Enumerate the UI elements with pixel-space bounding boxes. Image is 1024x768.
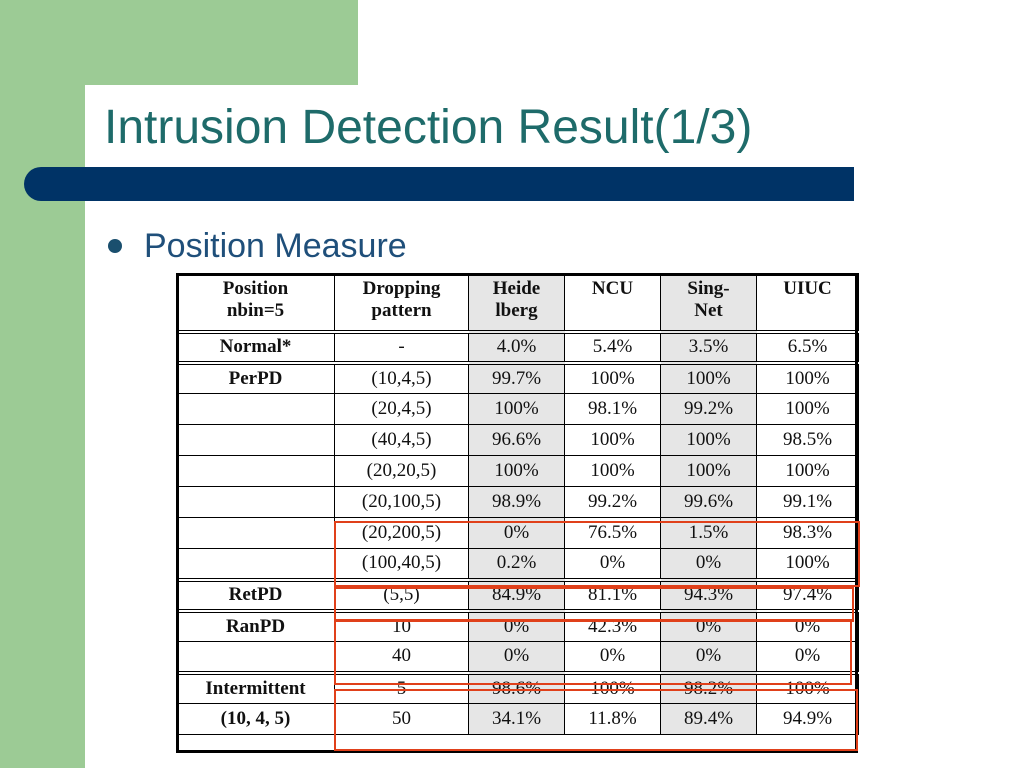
table-header-row: Position nbin=5 Dropping pattern Heide lber…: [176, 273, 859, 332]
results-table-container: Position nbin=5 Dropping pattern Heide lber…: [176, 273, 860, 753]
table-row: (20,100,5) 98.9% 99.2% 99.6% 99.1%: [176, 486, 859, 518]
table-row: (20,200,5) 0% 76.5% 1.5% 98.3%: [176, 517, 859, 549]
header-dropping-pattern: Dropping pattern: [334, 273, 469, 332]
table-row: Intermittent 5 98.6% 100% 98.2% 100%: [176, 670, 859, 704]
table-row: RetPD (5,5) 84.9% 81.1% 94.3% 97.4%: [176, 577, 859, 611]
green-background-left: [0, 0, 85, 768]
table-row: PerPD (10,4,5) 99.7% 100% 100% 100%: [176, 360, 859, 394]
table-row: 40 0% 0% 0% 0%: [176, 641, 859, 673]
table-row: (40,4,5) 96.6% 100% 100% 98.5%: [176, 424, 859, 456]
table-row: (10, 4, 5) 50 34.1% 11.8% 89.4% 94.9%: [176, 703, 859, 735]
slide-title: Intrusion Detection Result(1/3): [104, 101, 753, 154]
bullet-dot-icon: [108, 239, 122, 253]
header-heidelberg: Heide lberg: [468, 273, 565, 332]
title-underline-bar: [24, 167, 854, 201]
bullet-text: Position Measure: [144, 226, 407, 265]
header-ncu: NCU: [564, 273, 661, 332]
header-uiuc: UIUC: [756, 273, 859, 332]
table-row: (100,40,5) 0.2% 0% 0% 100%: [176, 548, 859, 580]
header-sing-net: Sing- Net: [660, 273, 757, 332]
results-table: Position nbin=5 Dropping pattern Heide lber…: [176, 273, 859, 735]
table-row: RanPD 10 0% 42.3% 0% 0%: [176, 608, 859, 642]
table-row: Normal* -4.0% 5.4% 3.5% 6.5%: [176, 329, 859, 363]
bullet-item: Position Measure: [108, 226, 407, 266]
header-position: Position nbin=5: [176, 273, 335, 332]
table-row: (20,20,5) 100% 100% 100% 100%: [176, 455, 859, 487]
table-row: (20,4,5) 100% 98.1% 99.2% 100%: [176, 393, 859, 425]
